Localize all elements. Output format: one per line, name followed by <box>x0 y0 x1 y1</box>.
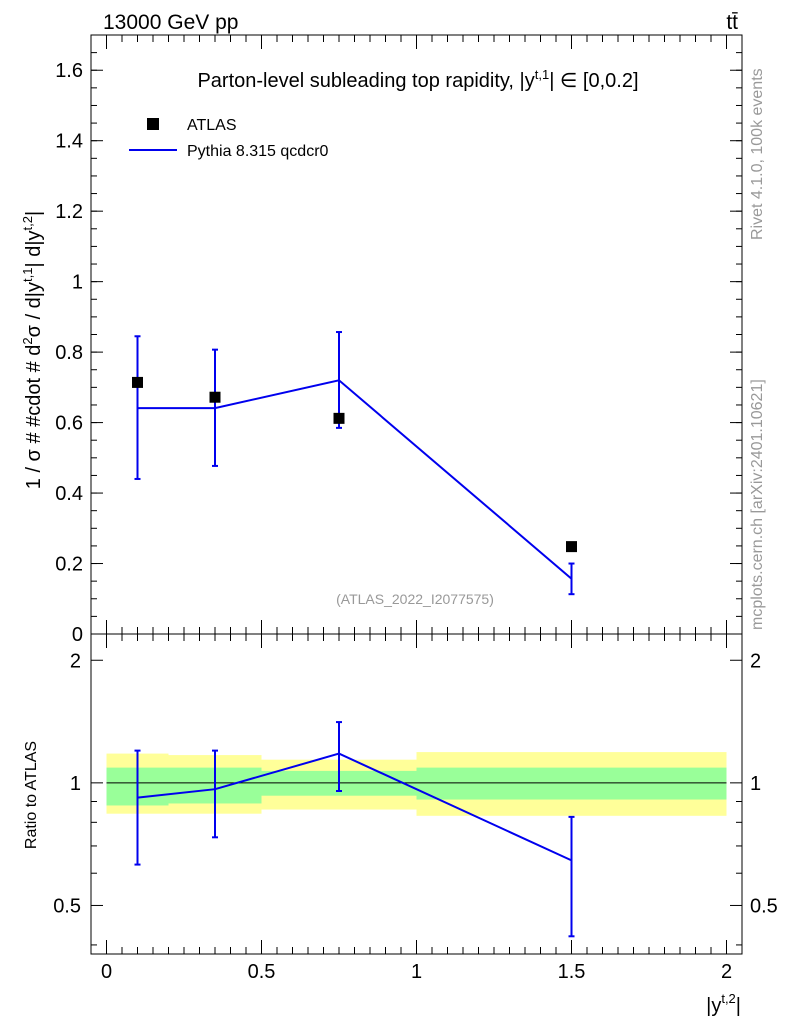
main-panel: 0 0.2 0.4 0.6 0.8 1 1.2 1.4 1.6 Parton-level sub… <box>20 34 743 646</box>
ratio-y-tick-label: 0.5 <box>53 895 81 917</box>
ratio-y-tick-label-right: 1 <box>750 773 761 795</box>
main-y-axis: 0 0.2 0.4 0.6 0.8 1 1.2 1.4 1.6 <box>55 34 742 646</box>
atlas-data-point <box>209 391 221 403</box>
y-tick-label: 1.2 <box>55 201 83 223</box>
energy-label: 13000 GeV pp <box>103 11 238 34</box>
ratio-y-tick-label-right: 0.5 <box>750 895 778 917</box>
x-tick-label: 1.5 <box>558 961 586 983</box>
ratio-stat-uncertainty-band <box>416 767 727 800</box>
x-tick-label: 1 <box>411 961 422 983</box>
legend-pythia-label: Pythia 8.315 qcdcr0 <box>187 143 329 160</box>
y-axis-label: 1 / σ # #cdot # d2σ / d|yt,1| d|yt,2| <box>20 211 45 489</box>
x-tick-label: 0.5 <box>248 961 276 983</box>
ratio-y-tick-label-right: 2 <box>750 650 761 672</box>
pythia-series-line <box>137 379 573 580</box>
rivet-label: Rivet 4.1.0, 100k events <box>749 68 766 240</box>
y-tick-label: 0.6 <box>55 413 83 435</box>
legend-atlas-marker <box>147 118 159 130</box>
y-tick-label: 1 <box>72 272 83 294</box>
ratio-panel: 0.5 1 2 0.5 1 2 0 0.5 1 1.5 2 Ratio to ATLAS |yt,… <box>23 633 778 1017</box>
x-tick-label: 0 <box>101 961 112 983</box>
main-data-layer <box>132 331 577 596</box>
x-tick-label: 2 <box>721 961 732 983</box>
atlas-data-point <box>333 412 345 424</box>
ratio-y-tick-label: 1 <box>70 773 81 795</box>
chart-title: Parton-level subleading top rapidity, |y… <box>197 67 638 92</box>
y-tick-label: 0.8 <box>55 342 83 364</box>
ratio-y-label: Ratio to ATLAS <box>23 741 40 849</box>
analysis-watermark: (ATLAS_2022_I2077575) <box>336 591 494 607</box>
y-tick-label: 0 <box>72 624 83 646</box>
y-tick-label: 1.6 <box>55 60 83 82</box>
ratio-data-layer <box>134 721 575 938</box>
atlas-data-point <box>566 541 577 553</box>
y-tick-label: 0.4 <box>55 483 83 505</box>
x-axis: 0 0.5 1 1.5 2 <box>101 634 732 983</box>
ratio-pythia-line <box>137 752 572 862</box>
ratio-y-tick-label: 2 <box>70 650 81 672</box>
x-axis-label: |yt,2| <box>706 991 741 1017</box>
legend-atlas-label: ATLAS <box>187 117 237 134</box>
ratio-uncertainty-bands <box>106 752 727 816</box>
ratio-y-axis: 0.5 1 2 0.5 1 2 <box>53 650 778 946</box>
y-tick-label: 1.4 <box>55 131 83 153</box>
y-tick-label: 0.2 <box>55 554 83 576</box>
main-x-ticks <box>106 35 727 634</box>
process-label: tt̄ <box>726 11 738 34</box>
source-label: mcplots.cern.ch [arXiv:2401.10621] <box>749 379 766 630</box>
atlas-data-point <box>132 376 143 388</box>
